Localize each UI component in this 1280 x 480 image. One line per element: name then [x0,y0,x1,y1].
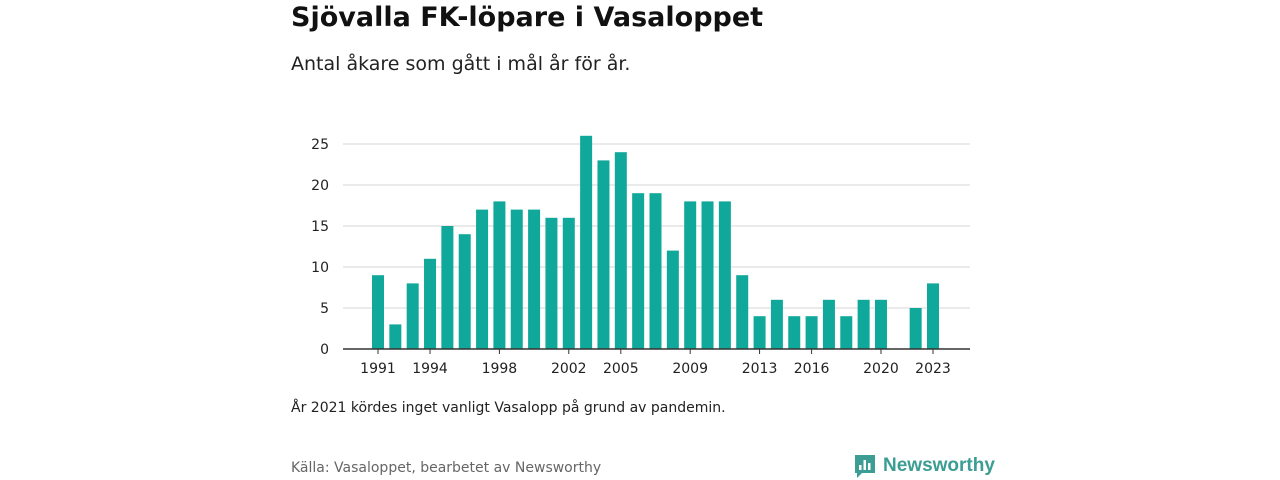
bar-2006 [632,193,645,349]
x-tick-label: 2023 [915,361,951,377]
bar-2014 [770,299,783,349]
bar-2005 [614,152,627,349]
logo-text: Newsworthy [883,455,995,476]
chart-note: År 2021 kördes inget vanligt Vasalopp på… [291,400,726,416]
x-tick-label: 1998 [482,361,518,377]
x-tick-label: 2005 [603,361,639,377]
bar-2015 [788,316,801,349]
bar-1994 [424,258,437,349]
bar-chart: 0 5 10 15 20 25 1991 1994 1998 2002 2005 2009 2013 2… [311,135,970,377]
y-tick-label: 25 [311,137,329,153]
bar-2009 [684,201,697,349]
y-tick-label: 5 [320,301,329,317]
bar-2003 [580,135,593,349]
bar-1999 [510,209,523,349]
newsworthy-logo[interactable]: Newsworthy [853,453,995,479]
bar-2002 [562,217,575,349]
y-tick-label: 15 [311,219,329,235]
x-tick-label: 2020 [863,361,899,377]
y-tick-label: 10 [311,260,329,276]
bar-2011 [718,201,731,349]
x-tick-label: 2009 [672,361,708,377]
bar-2023 [927,283,939,349]
bar-2022 [909,308,922,349]
bar-2008 [666,250,679,349]
bar-1998 [493,201,506,349]
y-tick-label: 0 [320,342,329,358]
bar-2000 [528,209,541,349]
bar-2016 [805,316,818,349]
bar-1991 [372,275,384,349]
bar-1992 [389,324,402,349]
x-tick-label: 2002 [551,361,587,377]
bar-2020 [874,299,887,349]
bar-2012 [736,275,749,349]
x-tick-label: 1991 [360,361,396,377]
bar-2017 [822,299,835,349]
bar-2001 [545,217,558,349]
x-axis-ticks: 1991 1994 1998 2002 2005 2009 2013 2016 2020 2023 [360,349,951,377]
bar-1995 [441,226,454,349]
bar-1993 [406,283,419,349]
source-text: Källa: Vasaloppet, bearbetet av Newswort… [291,460,602,476]
bar-1996 [458,234,471,349]
bars [372,135,939,349]
chart-title: Sjövalla FK-löpare i Vasaloppet [291,2,764,33]
bar-2018 [840,316,853,349]
x-tick-label: 2016 [794,361,830,377]
x-tick-label: 1994 [412,361,448,377]
bar-1997 [476,209,489,349]
bar-2010 [701,201,714,349]
newsworthy-logo-icon [855,455,875,478]
bar-2019 [857,299,870,349]
y-tick-label: 20 [311,178,329,194]
chart-subtitle: Antal åkare som gått i mål år för år. [291,53,631,75]
y-axis-ticks: 0 5 10 15 20 25 [311,137,329,358]
bar-2013 [753,316,766,349]
bar-2007 [649,193,662,349]
x-tick-label: 2013 [742,361,778,377]
bar-2004 [597,160,610,349]
